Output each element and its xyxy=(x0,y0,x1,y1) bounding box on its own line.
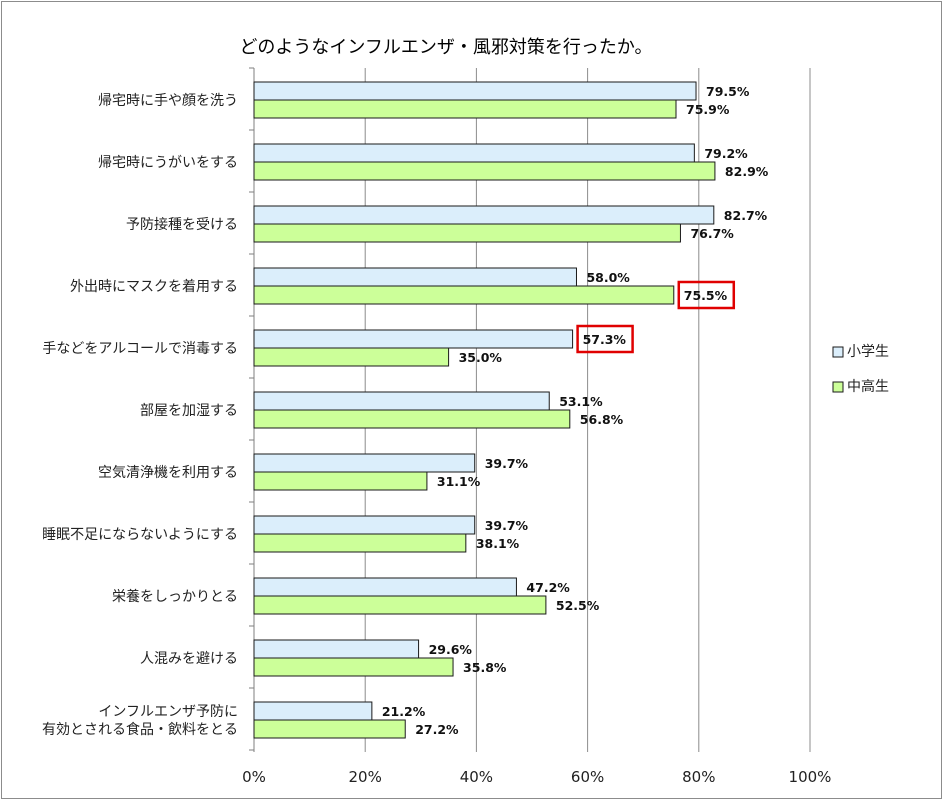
data-label: 39.7% xyxy=(485,518,529,533)
highlight-boxes xyxy=(576,280,736,354)
data-label: 21.2% xyxy=(382,704,426,719)
data-label: 29.6% xyxy=(429,642,473,657)
bar xyxy=(253,81,697,101)
data-label: 35.0% xyxy=(459,350,503,365)
x-tick-label: 20% xyxy=(349,768,382,786)
data-label: 47.2% xyxy=(526,580,570,595)
data-label: 82.7% xyxy=(724,208,768,223)
data-label: 75.9% xyxy=(686,102,730,117)
bar xyxy=(253,205,715,225)
bar xyxy=(253,719,406,739)
legend-label: 小学生 xyxy=(847,344,889,360)
bar xyxy=(253,329,574,349)
category-label: 帰宅時にうがいをする xyxy=(98,154,238,171)
data-label: 39.7% xyxy=(485,456,529,471)
chart-title: どのようなインフルエンザ・風邪対策を行ったか。 xyxy=(239,37,652,58)
bar xyxy=(253,639,420,659)
x-axis-ticks: 0% 20% 40% 60% 80% 100% xyxy=(242,768,831,786)
bar xyxy=(253,391,550,411)
bar xyxy=(253,657,454,677)
category-label: 有効とされる食品・飲料をとる xyxy=(42,721,238,738)
bar xyxy=(253,143,695,163)
data-label: 56.8% xyxy=(580,412,624,427)
legend-swatch xyxy=(832,346,844,358)
category-label: インフルエンザ予防に xyxy=(98,704,238,720)
bar xyxy=(253,533,467,553)
bar xyxy=(253,285,675,305)
bar xyxy=(253,595,547,615)
gridlines xyxy=(249,67,811,752)
x-tick-label: 40% xyxy=(460,768,493,786)
category-label: 予防接種を受ける xyxy=(126,216,238,233)
x-tick-label: 80% xyxy=(682,768,715,786)
category-label: 帰宅時に手や顔を洗う xyxy=(98,92,238,109)
bar xyxy=(253,99,677,119)
bars xyxy=(253,81,716,739)
data-label: 53.1% xyxy=(559,394,603,409)
x-tick-label: 100% xyxy=(789,768,832,786)
data-label: 79.5% xyxy=(706,84,750,99)
category-label: 外出時にマスクを着用する xyxy=(70,279,238,295)
x-tick-label: 0% xyxy=(242,768,266,786)
data-label: 75.5% xyxy=(684,288,728,303)
bar xyxy=(253,577,517,597)
legend-label: 中高生 xyxy=(847,378,889,395)
data-label: 31.1% xyxy=(437,474,481,489)
value-labels: 79.5% 75.9% 79.2% 82.9% 82.7% 76.7% 58.0% 75.5%… xyxy=(382,84,769,737)
data-label: 57.3% xyxy=(583,332,627,347)
legend-swatch xyxy=(832,381,844,393)
category-labels: 帰宅時に手や顔を洗う帰宅時にうがいをする予防接種を受ける外出時にマスクを着用する… xyxy=(42,92,238,738)
highlight-box xyxy=(677,280,736,310)
bar xyxy=(253,453,476,473)
highlight-box xyxy=(576,324,634,354)
data-label: 76.7% xyxy=(690,226,734,241)
data-label: 58.0% xyxy=(586,270,630,285)
bar xyxy=(253,347,450,367)
data-label: 52.5% xyxy=(556,598,600,613)
category-label: 空気清浄機を利用する xyxy=(98,465,238,481)
data-label: 38.1% xyxy=(476,536,520,551)
data-label: 27.2% xyxy=(415,722,459,737)
bar xyxy=(253,701,373,721)
data-label: 35.8% xyxy=(463,660,507,675)
data-label: 79.2% xyxy=(704,146,748,161)
data-label: 82.9% xyxy=(725,164,769,179)
bar xyxy=(253,267,577,287)
bar xyxy=(253,161,716,181)
bar xyxy=(253,409,571,429)
bar xyxy=(253,223,681,243)
category-label: 人混みを避ける xyxy=(140,651,238,667)
category-label: 栄養をしっかりとる xyxy=(112,588,238,605)
bar xyxy=(253,471,428,491)
category-label: 手などをアルコールで消毒する xyxy=(42,341,238,357)
category-label: 睡眠不足にならないようにする xyxy=(42,527,238,543)
bar xyxy=(253,515,476,535)
category-label: 部屋を加湿する xyxy=(140,403,238,419)
x-tick-label: 60% xyxy=(571,768,604,786)
